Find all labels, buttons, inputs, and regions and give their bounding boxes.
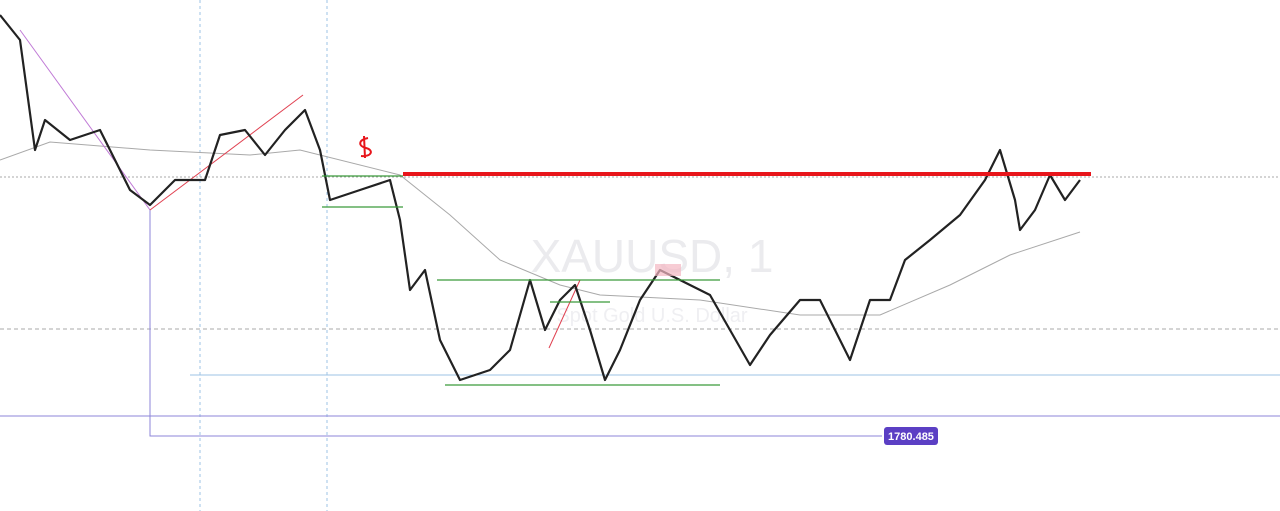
hand-annotation bbox=[359, 135, 372, 159]
price-path bbox=[0, 14, 1081, 382]
price-label: 1780.485 bbox=[888, 431, 934, 443]
trend-line bbox=[149, 94, 304, 211]
support-lines bbox=[322, 175, 720, 386]
moving-average bbox=[0, 141, 1081, 316]
watermark-symbol: XAUUSD, 1 bbox=[531, 230, 774, 282]
highlight-box bbox=[655, 264, 681, 276]
trend-line bbox=[19, 29, 151, 211]
watermark-description: Spot Gold U.S. Dollar bbox=[556, 305, 748, 327]
measure-line bbox=[149, 210, 882, 437]
price-label-box bbox=[884, 427, 938, 445]
trend-line bbox=[548, 279, 581, 349]
